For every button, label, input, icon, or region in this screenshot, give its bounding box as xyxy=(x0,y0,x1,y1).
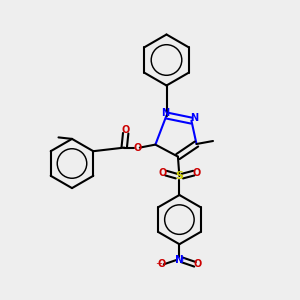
Text: O: O xyxy=(193,168,201,178)
Text: O: O xyxy=(157,259,166,269)
Text: O: O xyxy=(159,168,167,178)
Text: O: O xyxy=(122,125,130,135)
Text: O: O xyxy=(194,259,202,269)
Text: N: N xyxy=(190,112,198,123)
Text: +: + xyxy=(179,256,185,262)
Text: N: N xyxy=(161,108,169,118)
Text: S: S xyxy=(176,171,183,181)
Text: N: N xyxy=(175,255,184,265)
Text: O: O xyxy=(133,142,142,153)
Text: −: − xyxy=(155,259,162,268)
